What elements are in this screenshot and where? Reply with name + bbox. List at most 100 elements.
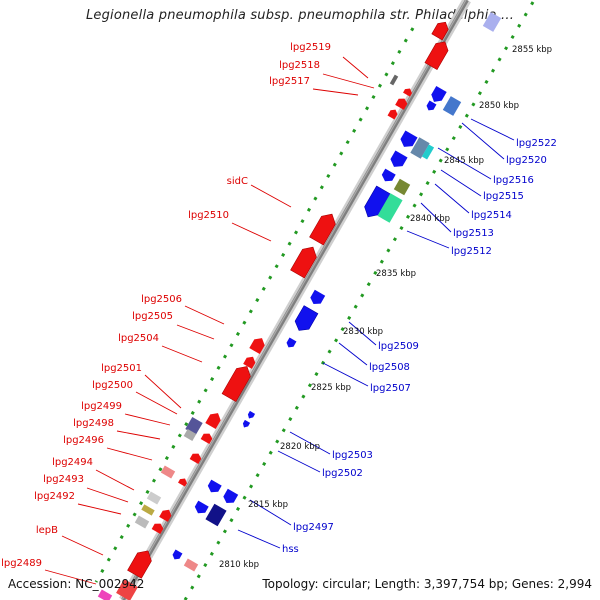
tick-label-2855: 2855 kbp [512,45,552,55]
gene-label-lpg2499: lpg2499 [81,401,122,412]
tick-label-2835: 2835 kbp [376,269,416,279]
gene-label-lpg2506: lpg2506 [141,294,182,305]
forward-gene-arrow [309,213,336,246]
gene-label-lpg2489: lpg2489 [1,558,42,569]
reverse-gene-arrow [223,488,239,504]
gene-label-lpg2494: lpg2494 [52,457,93,468]
gene-labels: lpg2519 lpg2518 lpg2517 sidC lpg2510 lpg… [1,42,557,569]
gene-label-lpg2512: lpg2512 [451,246,492,257]
gene-label-lpg2501: lpg2501 [101,363,142,374]
reverse-gene-box [183,558,199,572]
reverse-gene-arrow [247,410,256,419]
gene-label-lpg2502: lpg2502 [322,468,363,479]
forward-gene-box [183,429,197,441]
label-leader-lines [44,56,515,585]
left-dotted-track [94,27,415,583]
reverse-gene-box [205,503,227,527]
forward-gene-arrow [403,88,412,97]
genome-backbone [119,0,471,600]
tick-label-2840: 2840 kbp [410,214,450,224]
right-dotted-track [183,1,535,600]
reverse-gene-arrow [207,479,222,493]
map-title: Legionella pneumophila subsp. pneumophil… [85,8,515,23]
gene-label-lpg2492: lpg2492 [34,491,75,502]
forward-gene-box [141,504,155,516]
dotted-tracks [94,1,535,600]
gene-label-lepB: lepB [36,525,58,536]
forward-gene-arrow [127,550,152,579]
tick-label-2810: 2810 kbp [219,560,259,570]
gene-label-lpg2517: lpg2517 [269,76,310,87]
gene-label-hss: hss [282,544,299,555]
reverse-gene-box [482,12,502,32]
reverse-gene-box [393,178,411,196]
gene-label-lpg2498: lpg2498 [73,418,114,429]
reverse-gene-box [442,96,462,116]
gene-label-lpg2514: lpg2514 [471,210,512,221]
forward-gene-arrow [395,98,408,110]
gene-label-lpg2507: lpg2507 [370,383,411,394]
forward-gene-arrow [159,509,172,522]
forward-gene-arrow [290,246,317,279]
gene-label-lpg2519: lpg2519 [290,42,331,53]
gene-label-lpg2504: lpg2504 [118,333,159,344]
forward-gene-arrow [151,523,164,534]
forward-gene-arrow [431,21,449,41]
gene-label-lpg2497: lpg2497 [293,522,334,533]
reverse-gene-box [421,144,435,160]
forward-gene-arrow [189,453,202,464]
gene-label-lpg2508: lpg2508 [369,362,410,373]
gene-label-sidC: sidC [227,176,248,187]
reverse-genes [172,12,502,572]
gene-label-lpg2515: lpg2515 [483,191,524,202]
gene-label-lpg2516: lpg2516 [493,175,534,186]
forward-gene-box [389,74,399,86]
gene-label-lpg2510: lpg2510 [188,210,229,221]
forward-gene-arrow [200,433,213,444]
tick-label-2820: 2820 kbp [280,442,320,452]
forward-gene-box [116,579,138,600]
gene-label-lpg2522: lpg2522 [516,138,557,149]
gene-label-lpg2518: lpg2518 [279,60,320,71]
forward-gene-arrow [387,109,398,120]
tick-label-2815: 2815 kbp [248,500,288,510]
kbp-ticks: 2810 kbp 2815 kbp 2820 kbp 2825 kbp 2830… [219,45,552,570]
gene-label-lpg2513: lpg2513 [453,228,494,239]
reverse-gene-arrow [286,337,297,348]
gene-label-lpg2500: lpg2500 [92,380,133,391]
reverse-gene-arrow [431,85,447,102]
reverse-gene-arrow [381,168,396,182]
reverse-gene-arrow [400,130,418,147]
tick-label-2830: 2830 kbp [343,327,383,337]
reverse-gene-arrow [390,150,408,167]
accession-text: Accession: NC_002942 [8,577,145,591]
forward-gene-arrow [221,366,251,402]
gene-label-lpg2493: lpg2493 [43,474,84,485]
forward-gene-arrow [178,478,187,487]
tick-label-2850: 2850 kbp [479,101,519,111]
forward-gene-box [146,491,162,505]
gene-label-lpg2496: lpg2496 [63,435,104,446]
forward-gene-box [134,515,150,529]
gene-label-lpg2503: lpg2503 [332,450,373,461]
reverse-gene-arrow [194,500,209,514]
reverse-gene-arrow [172,549,183,560]
reverse-gene-arrow [426,100,437,111]
forward-gene-arrow [205,413,221,430]
reverse-gene-box [410,137,430,159]
forward-gene-arrow [249,338,265,355]
forward-gene-box [97,589,113,600]
forward-gene-arrow [243,356,256,369]
gene-label-lpg2509: lpg2509 [378,341,419,352]
forward-gene-arrow [424,41,449,71]
topology-stats-text: Topology: circular; Length: 3,397,754 bp… [262,577,592,591]
reverse-gene-arrow [294,305,319,331]
tick-label-2845: 2845 kbp [444,156,484,166]
reverse-gene-arrow [310,289,326,305]
forward-genes [97,21,449,600]
tick-label-2825: 2825 kbp [311,383,351,393]
gene-label-lpg2505: lpg2505 [132,311,173,322]
forward-gene-box [160,465,176,479]
reverse-gene-box [377,193,403,223]
